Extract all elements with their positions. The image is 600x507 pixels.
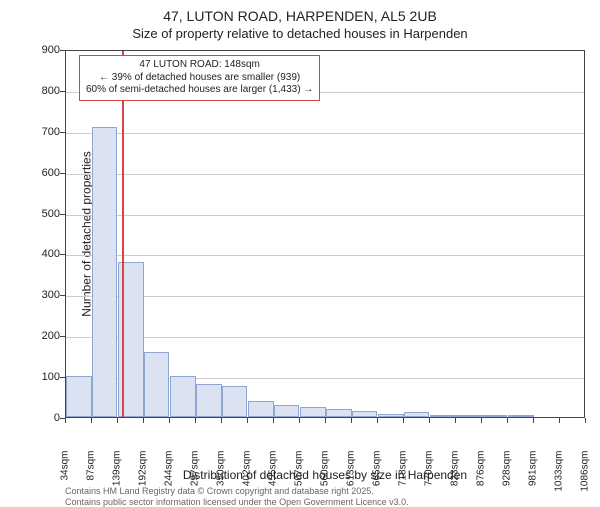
chart-container: 47, LUTON ROAD, HARPENDEN, AL5 2UB Size …	[0, 0, 600, 500]
x-tick-mark	[91, 418, 92, 423]
histogram-bar	[170, 376, 196, 417]
gridline	[66, 215, 584, 216]
x-tick-mark	[65, 418, 66, 423]
histogram-bar	[66, 376, 92, 417]
y-tick-mark	[60, 214, 65, 215]
gridline	[66, 255, 584, 256]
y-tick-label: 900	[10, 44, 60, 56]
y-tick-label: 600	[10, 167, 60, 179]
histogram-bar	[404, 412, 429, 417]
x-tick-mark	[455, 418, 456, 423]
histogram-bar	[222, 386, 247, 417]
x-tick-mark	[403, 418, 404, 423]
x-tick-mark	[351, 418, 352, 423]
gridline	[66, 133, 584, 134]
x-tick-mark	[429, 418, 430, 423]
x-tick-mark	[143, 418, 144, 423]
gridline	[66, 296, 584, 297]
y-tick-mark	[60, 254, 65, 255]
histogram-bar	[300, 407, 326, 417]
histogram-bar	[378, 414, 404, 417]
y-tick-label: 800	[10, 85, 60, 97]
histogram-bar	[326, 409, 352, 417]
histogram-bar	[144, 352, 169, 417]
y-tick-label: 400	[10, 248, 60, 260]
y-tick-label: 300	[10, 289, 60, 301]
y-tick-label: 100	[10, 371, 60, 383]
histogram-bar	[248, 401, 274, 417]
x-tick-mark	[377, 418, 378, 423]
x-tick-mark	[533, 418, 534, 423]
y-tick-mark	[60, 91, 65, 92]
histogram-bar	[430, 415, 456, 417]
gridline	[66, 337, 584, 338]
y-tick-label: 500	[10, 208, 60, 220]
x-tick-mark	[169, 418, 170, 423]
chart-title-line1: 47, LUTON ROAD, HARPENDEN, AL5 2UB	[0, 8, 600, 24]
x-tick-mark	[247, 418, 248, 423]
x-tick-mark	[221, 418, 222, 423]
annotation-line: 47 LUTON ROAD: 148sqm	[86, 59, 313, 72]
y-tick-mark	[60, 50, 65, 51]
x-tick-mark	[299, 418, 300, 423]
y-tick-mark	[60, 173, 65, 174]
x-tick-mark	[195, 418, 196, 423]
x-tick-mark	[559, 418, 560, 423]
histogram-bar	[92, 127, 117, 417]
chart-title-line2: Size of property relative to detached ho…	[0, 26, 600, 41]
annotation-box: 47 LUTON ROAD: 148sqm← 39% of detached h…	[79, 55, 320, 101]
y-tick-label: 0	[10, 412, 60, 424]
annotation-line: 60% of semi-detached houses are larger (…	[86, 84, 313, 97]
x-tick-mark	[507, 418, 508, 423]
property-marker-line	[122, 51, 124, 417]
x-tick-mark	[481, 418, 482, 423]
histogram-bar	[482, 415, 507, 417]
x-tick-mark	[117, 418, 118, 423]
histogram-bar	[196, 384, 222, 417]
y-tick-mark	[60, 336, 65, 337]
histogram-bar	[456, 415, 482, 417]
histogram-bar	[352, 411, 377, 417]
y-tick-label: 700	[10, 126, 60, 138]
x-tick-mark	[585, 418, 586, 423]
x-tick-mark	[273, 418, 274, 423]
plot-area: 47 LUTON ROAD: 148sqm← 39% of detached h…	[65, 50, 585, 418]
y-tick-mark	[60, 132, 65, 133]
x-tick-mark	[325, 418, 326, 423]
y-tick-mark	[60, 377, 65, 378]
attribution-line1: Contains HM Land Registry data © Crown c…	[65, 486, 374, 496]
gridline	[66, 174, 584, 175]
histogram-bar	[508, 415, 534, 417]
annotation-line: ← 39% of detached houses are smaller (93…	[86, 72, 313, 85]
y-tick-label: 200	[10, 330, 60, 342]
x-axis-label: Distribution of detached houses by size …	[65, 468, 585, 482]
attribution-line2: Contains public sector information licen…	[65, 497, 409, 507]
y-tick-mark	[60, 295, 65, 296]
histogram-bar	[274, 405, 299, 417]
